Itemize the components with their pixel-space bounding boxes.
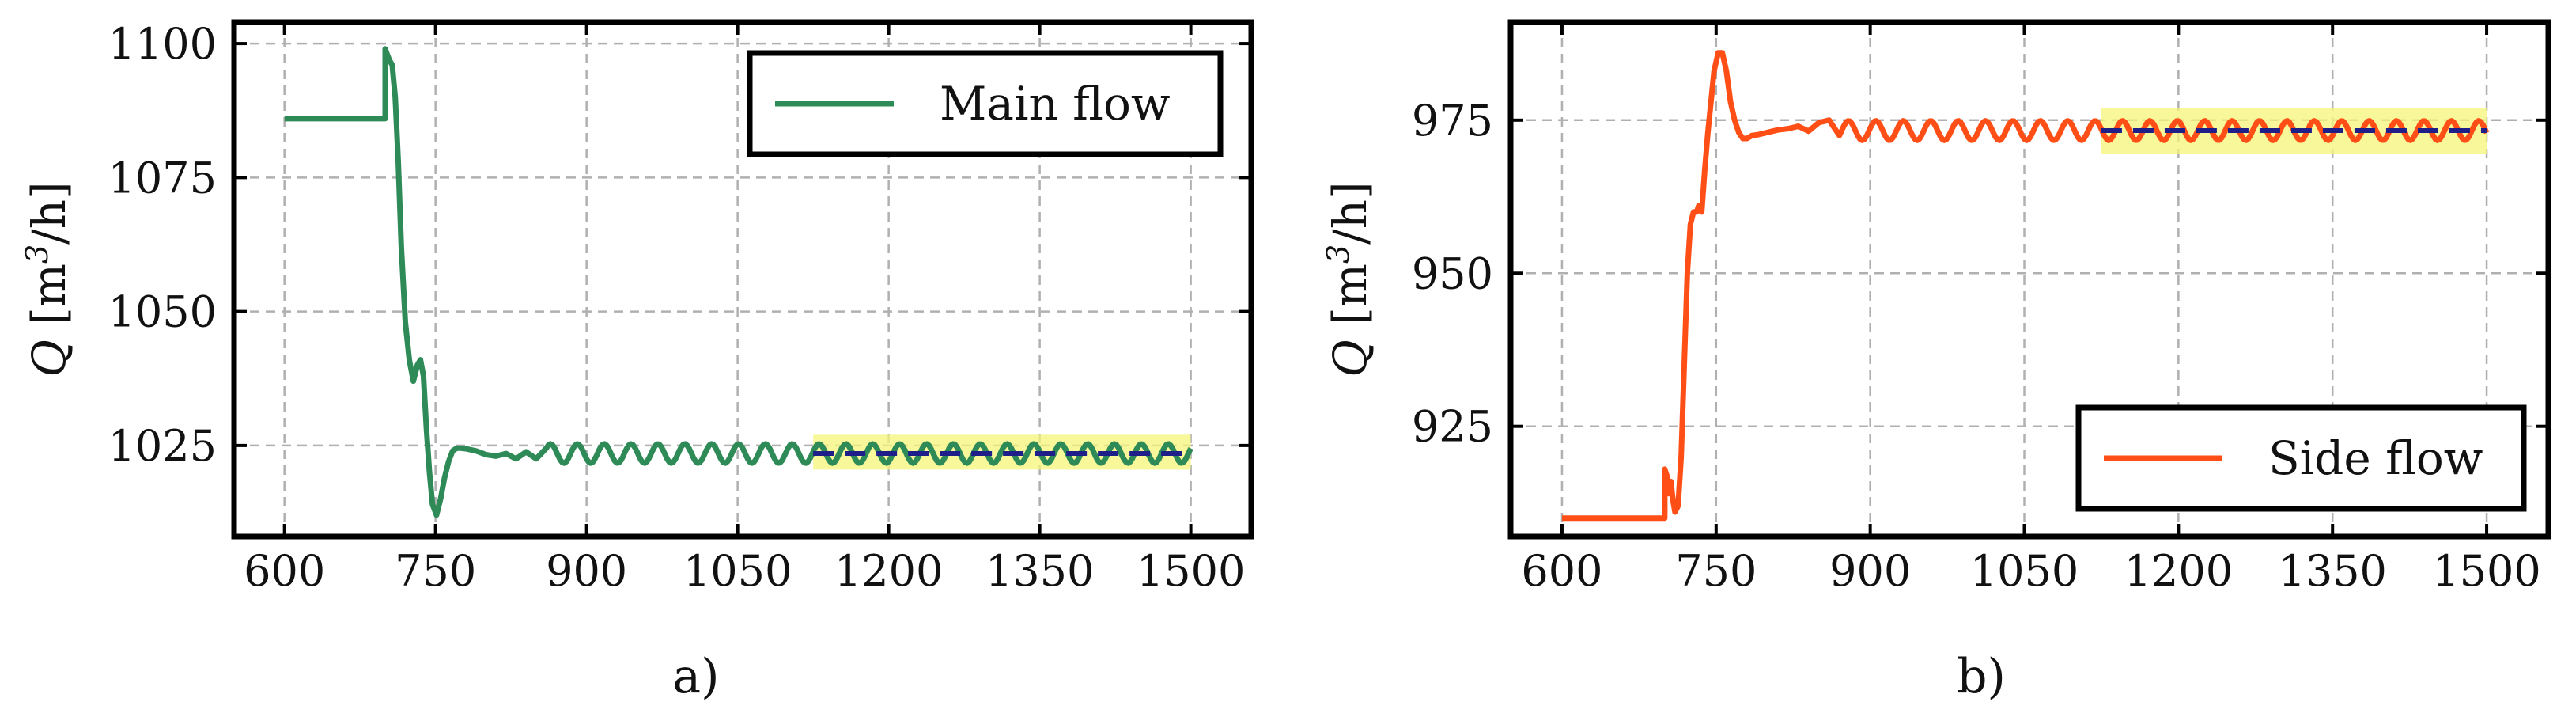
y-tick-label-925: 925: [1412, 402, 1493, 452]
y-axis-label-unit: [m: [1323, 264, 1377, 325]
y-tick-label-1025: 1025: [108, 421, 217, 471]
y-tick-label-1050: 1050: [108, 287, 217, 337]
y-axis-label-unit-end: /h]: [1323, 181, 1377, 245]
y-axis-label: Q [m3/h]: [1321, 181, 1377, 377]
x-tick-label-1350: 1350: [985, 546, 1094, 596]
x-tick-label-1200: 1200: [2124, 546, 2233, 596]
x-tick-label-1350: 1350: [2278, 546, 2386, 596]
panel-b-side-flow-chart: 600 750 900 1050 1200 1350 1500 925 950 975 Q [m3/…: [1321, 19, 2551, 704]
y-tick-label-1100: 1100: [108, 19, 217, 69]
x-tick-label-1500: 1500: [2432, 546, 2540, 596]
y-axis-label-exponent: 3: [1321, 245, 1356, 264]
panel-caption: a): [672, 649, 719, 704]
legend-label: Main flow: [940, 77, 1171, 131]
y-axis-label-symbol: Q: [22, 325, 76, 377]
x-tick-label-750: 750: [395, 546, 476, 596]
y-axis-label-exponent: 3: [20, 245, 55, 264]
x-tick-label-1050: 1050: [1970, 546, 2079, 596]
panel-a-main-flow-chart: 600 750 900 1050 1200 1350 1500 1025 1050 1075 110…: [20, 19, 1254, 704]
x-tick-label-600: 600: [1521, 546, 1602, 596]
y-tick-label-950: 950: [1412, 248, 1493, 298]
x-tick-label-600: 600: [244, 546, 325, 596]
y-axis-label-unit-end: /h]: [22, 181, 76, 245]
legend-label: Side flow: [2268, 431, 2483, 485]
axes-frame: [1507, 19, 2551, 540]
y-tick-label-975: 975: [1412, 96, 1493, 146]
axes-frame: [231, 19, 1254, 540]
x-tick-label-900: 900: [1829, 546, 1911, 596]
panel-caption: b): [1957, 649, 2006, 704]
x-tick-label-1200: 1200: [834, 546, 943, 596]
x-tick-label-750: 750: [1675, 546, 1757, 596]
x-tick-label-1500: 1500: [1137, 546, 1245, 596]
x-tick-label-900: 900: [546, 546, 627, 596]
y-tick-label-1075: 1075: [108, 153, 217, 203]
y-axis-label-symbol: Q: [1323, 325, 1377, 377]
x-tick-label-1050: 1050: [683, 546, 792, 596]
y-axis-label-unit: [m: [22, 264, 76, 325]
series-line-main-flow: [284, 46, 1193, 518]
y-axis-label: Q [m3/h]: [20, 181, 76, 377]
series-line-side-flow: [1562, 50, 2490, 522]
